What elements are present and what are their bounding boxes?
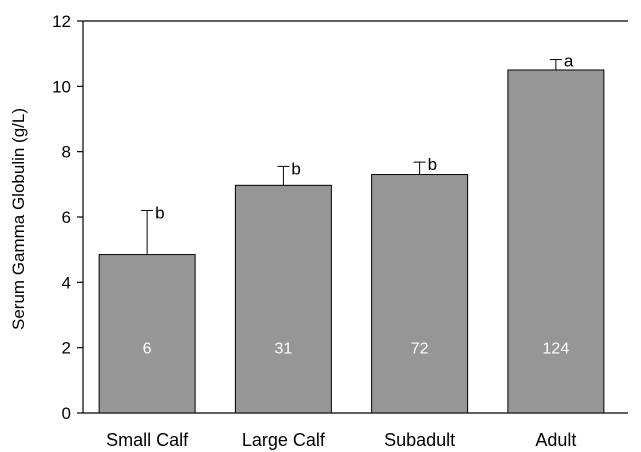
y-axis-label: Serum Gamma Globulin (g/L) [9,108,28,330]
significance-label: a [564,52,574,71]
significance-label: b [428,155,437,174]
y-tick-label: 0 [62,404,71,423]
y-tick-label: 6 [62,208,71,227]
x-tick-label: Subadult [384,430,455,450]
x-tick-label: Small Calf [106,430,189,450]
bar [98,254,196,414]
x-axis-tick-labels: Small Calf Large Calf Subadult Adult [106,430,576,450]
y-tick-label: 12 [52,12,71,31]
significance-label: b [155,203,164,222]
bar [507,69,605,414]
y-tick-label: 4 [62,273,71,292]
y-tick-label: 8 [62,143,71,162]
y-axis-ticks: 0 2 4 6 8 10 12 [52,12,83,423]
sample-size-label: 31 [274,341,292,358]
sample-size-label: 72 [411,341,429,358]
significance-label: b [291,159,300,178]
bars: b 6 b 31 b 72 a 124 [98,52,605,414]
bar [371,174,469,414]
bar [234,184,332,414]
y-tick-label: 2 [62,339,71,358]
x-tick-label: Large Calf [242,430,326,450]
sample-size-label: 124 [543,341,570,358]
y-tick-label: 10 [52,77,71,96]
x-tick-label: Adult [535,430,576,450]
sample-size-label: 6 [143,341,152,358]
